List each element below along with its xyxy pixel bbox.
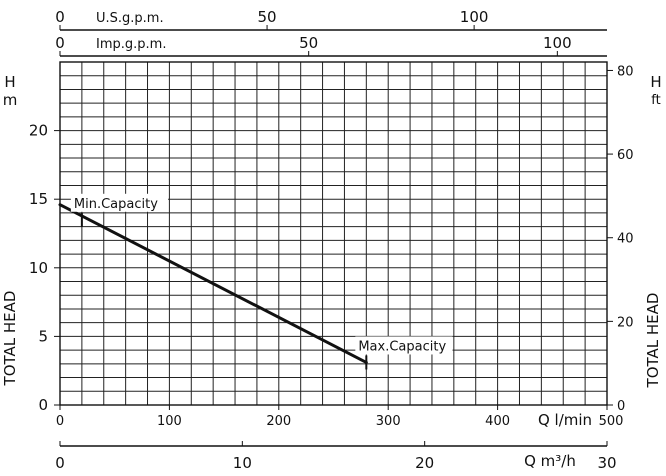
x2-axis-label: Q m³/h xyxy=(524,452,576,470)
axes xyxy=(54,25,613,447)
y-left-tick-label: 10 xyxy=(29,259,48,277)
x-tick-label: 0 xyxy=(56,414,64,429)
y-right-unit: ft xyxy=(651,93,660,108)
top-axis-label: U.S.g.p.m. xyxy=(96,11,164,26)
y-right-tick-label: 60 xyxy=(617,148,634,163)
x-tick-label-end: 500 xyxy=(599,414,624,429)
y-right-tick-label: 20 xyxy=(617,315,634,330)
top-axis-tick-label: 50 xyxy=(299,34,318,52)
top-axis-tick-label: 50 xyxy=(258,8,277,26)
max-capacity-label: Max.Capacity xyxy=(358,339,446,354)
x-tick-label: 300 xyxy=(376,414,401,429)
x-tick-label: 100 xyxy=(157,414,182,429)
y-left-axis-title: TOTAL HEAD xyxy=(1,291,19,387)
x2-tick-label: 30 xyxy=(597,454,616,472)
y-left-tick-label: 20 xyxy=(29,122,48,140)
top-axis-tick-label: 100 xyxy=(543,34,572,52)
y-left-unit-symbol: H xyxy=(4,73,15,91)
y-left-unit: m xyxy=(3,91,18,109)
x-axis-label: Q l/min xyxy=(538,411,592,429)
x-tick-label: 200 xyxy=(266,414,291,429)
top-axis-tick-label: 100 xyxy=(460,8,489,26)
top-axis-label: Imp.g.p.m. xyxy=(96,37,166,52)
y-right-axis-title: TOTAL HEAD xyxy=(644,293,662,389)
min-capacity-label: Min.Capacity xyxy=(74,197,158,212)
y-left-tick-label: 0 xyxy=(38,396,48,414)
plot-frame xyxy=(59,61,608,406)
x2-tick-label: 10 xyxy=(233,454,252,472)
annotation-bg xyxy=(70,193,169,212)
x-tick-label: 400 xyxy=(485,414,510,429)
grid xyxy=(60,62,607,405)
annotations: Min.Capacity Max.Capacity xyxy=(70,193,453,370)
y-right-unit-symbol: H xyxy=(650,73,661,91)
top-axis-tick-label: 0 xyxy=(55,8,65,26)
top-axis-tick-label: 0 xyxy=(55,34,65,52)
y-right-tick-label: 40 xyxy=(617,232,634,247)
y-right-tick-label: 80 xyxy=(617,64,634,79)
annotation-bg xyxy=(355,336,453,355)
y-left-tick-label: 5 xyxy=(38,327,48,345)
x2-tick-label: 0 xyxy=(55,454,65,472)
performance-curve xyxy=(58,203,368,364)
y-right-tick-label: 0 xyxy=(617,399,625,414)
y-left-tick-label: 15 xyxy=(29,190,48,208)
x2-tick-label: 20 xyxy=(415,454,434,472)
